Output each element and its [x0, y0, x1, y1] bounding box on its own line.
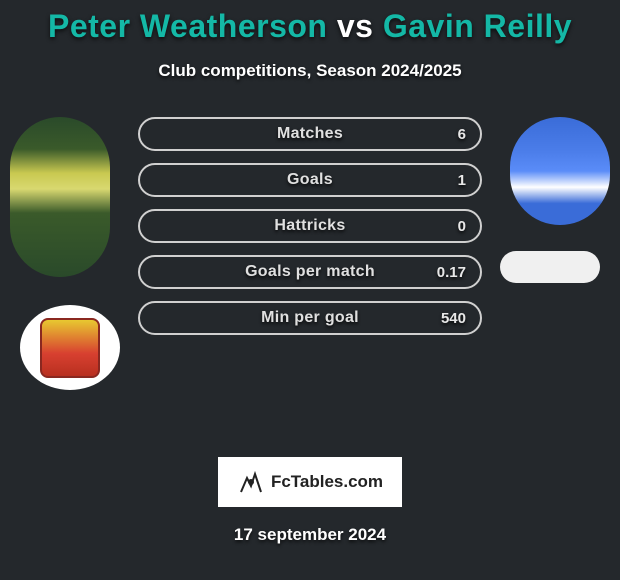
stat-right-value: 0.17	[437, 264, 466, 281]
stat-label: Min per goal	[140, 309, 480, 327]
stat-row: Matches 6	[138, 117, 482, 151]
stats-list: Matches 6 Goals 1 Hattricks 0 Goals per …	[138, 117, 482, 347]
brand-logo[interactable]: FcTables.com	[218, 457, 402, 507]
player-right-team-badge	[500, 251, 600, 283]
stat-label: Hattricks	[140, 217, 480, 235]
subtitle: Club competitions, Season 2024/2025	[0, 61, 620, 81]
stat-row: Goals 1	[138, 163, 482, 197]
footer-date: 17 september 2024	[0, 525, 620, 545]
stat-right-value: 6	[458, 126, 466, 143]
stat-row: Goals per match 0.17	[138, 255, 482, 289]
brand-logo-text: FcTables.com	[271, 472, 383, 492]
stat-right-value: 1	[458, 172, 466, 189]
player-left-avatar	[10, 117, 110, 277]
stat-row: Min per goal 540	[138, 301, 482, 335]
brand-logo-icon	[237, 468, 265, 496]
player-left-team-badge	[20, 305, 120, 390]
player-right-avatar	[510, 117, 610, 225]
main-comparison-area: Matches 6 Goals 1 Hattricks 0 Goals per …	[0, 117, 620, 397]
stat-label: Goals	[140, 171, 480, 189]
stat-label: Goals per match	[140, 263, 480, 281]
stat-label: Matches	[140, 125, 480, 143]
stat-right-value: 0	[458, 218, 466, 235]
comparison-title: Peter Weatherson vs Gavin Reilly	[0, 0, 620, 45]
player-left-name: Peter Weatherson	[48, 8, 328, 44]
vs-text: vs	[337, 8, 374, 44]
stat-row: Hattricks 0	[138, 209, 482, 243]
stat-right-value: 540	[441, 310, 466, 327]
player-right-name: Gavin Reilly	[383, 8, 572, 44]
